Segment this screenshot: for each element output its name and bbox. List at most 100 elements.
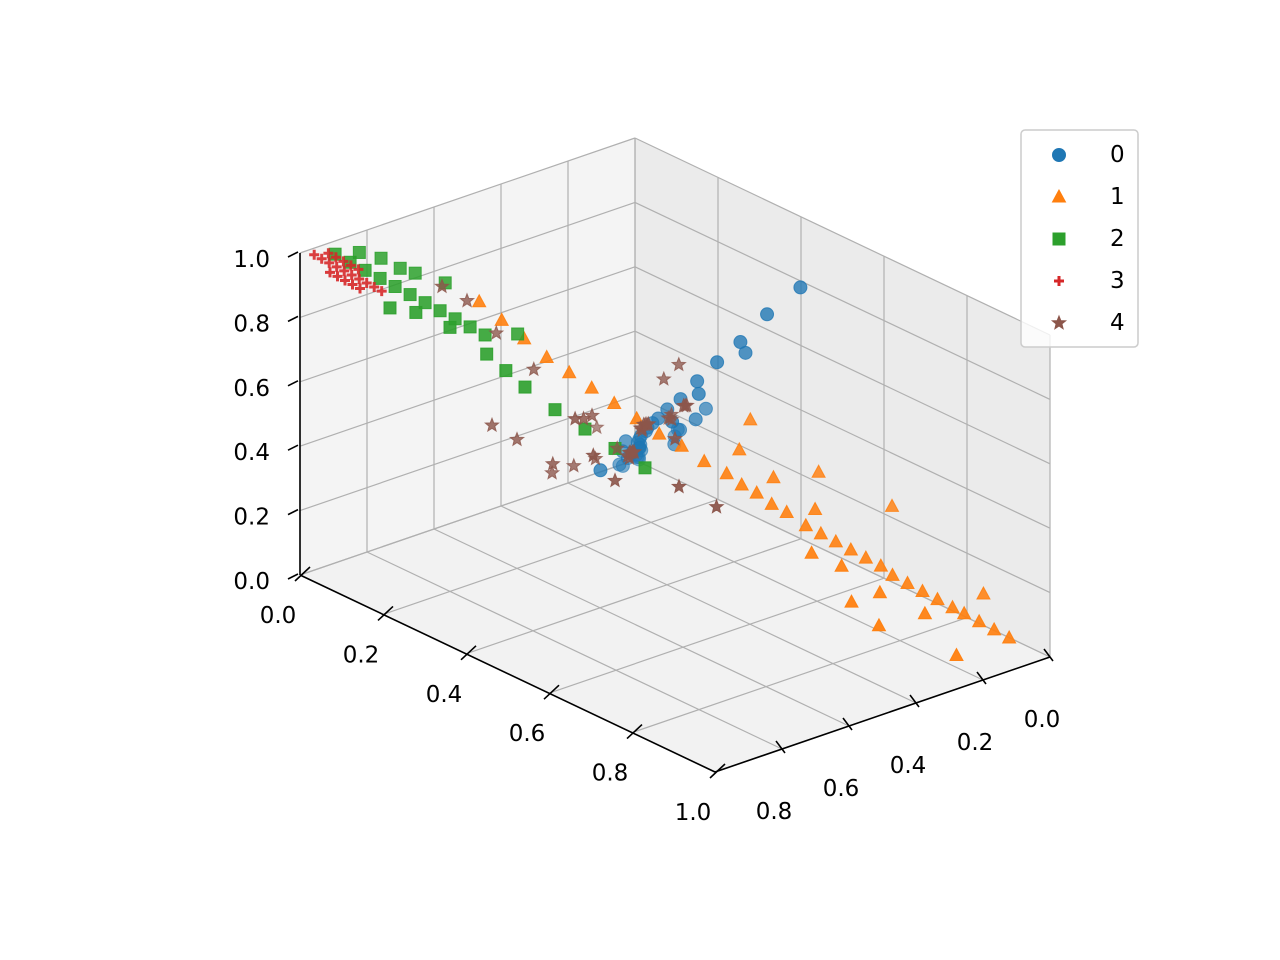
series-1-point (494, 312, 510, 326)
series-0-point (593, 463, 608, 478)
series-2-point (548, 403, 562, 417)
series-1-point (606, 395, 622, 409)
x-tick-label: 0.4 (426, 682, 463, 708)
series-3-point (325, 267, 335, 278)
series-2-point (408, 266, 422, 280)
series-3-point (369, 282, 380, 293)
legend-marker-4 (1050, 314, 1068, 330)
series-1-point (873, 558, 889, 572)
series-3-point (361, 278, 372, 289)
series-1-point (884, 498, 900, 512)
series-4-point (670, 356, 687, 372)
series-3-point (345, 260, 356, 271)
series-2-point (418, 296, 432, 310)
series-0-point (710, 355, 725, 370)
series-4-point (459, 292, 476, 308)
series-1 (471, 293, 1017, 661)
series-1-point (828, 533, 844, 548)
legend-label-4: 4 (1110, 310, 1125, 336)
series-3-point (353, 264, 364, 275)
x-tick-label: 0.8 (592, 761, 629, 787)
y-tick-label: 0.0 (1024, 707, 1061, 733)
series-4-point (565, 457, 582, 473)
series-3-point (340, 275, 350, 286)
series-1-point (971, 613, 987, 628)
series-1-point (764, 496, 780, 510)
x-tick (294, 566, 311, 582)
series-1-point (930, 591, 945, 606)
legend-label-3: 3 (1110, 268, 1125, 294)
tick-labels: 0.0 0.2 0.4 0.6 0.8 0.0 0.2 0.4 0.6 0.8 1.0 0.0 0.2 0… (233, 247, 1060, 826)
series-1-point (834, 558, 849, 572)
series-1-point (915, 583, 930, 598)
y-axis-line (299, 574, 716, 773)
series-4-point (626, 443, 643, 459)
grid-right-z (634, 395, 1051, 594)
x-tick (709, 763, 726, 779)
grid-left-z (299, 137, 636, 254)
series-1-point (844, 594, 859, 608)
series-4-point (525, 360, 542, 377)
z-tick-label: 0.2 (233, 505, 270, 531)
series-3 (309, 248, 387, 297)
series-4-point (583, 407, 601, 423)
y-tick-label: 0.4 (890, 753, 927, 779)
legend-label-0: 0 (1110, 142, 1125, 168)
series-1-point (766, 469, 781, 484)
y-tick (775, 740, 786, 754)
series-1-point (872, 584, 888, 599)
series-4-point (606, 472, 624, 488)
grid-floor-x (631, 617, 968, 734)
z-tick (287, 380, 299, 387)
series-1-point (561, 364, 577, 379)
grid-floor-y (567, 482, 984, 681)
grid-right-z (634, 201, 1051, 400)
series-0-point (618, 434, 633, 449)
series-2-point (374, 251, 388, 265)
z-tick-label: 0.8 (233, 311, 270, 337)
series-3-point (376, 286, 387, 297)
series-3-point (338, 256, 349, 267)
z-tick-label: 0.6 (233, 376, 270, 402)
series-2-point (478, 328, 492, 342)
z-tick (287, 251, 299, 258)
series-1-point (900, 575, 915, 589)
x-tick-label: 0.0 (260, 603, 297, 629)
grid-floor-y (433, 528, 850, 727)
legend-marker-1 (1051, 188, 1067, 203)
grid-floor-y (366, 551, 783, 750)
series-4-point (585, 447, 602, 463)
series-4-point (488, 324, 505, 340)
series-0-point (690, 374, 705, 389)
legend-label-1: 1 (1110, 184, 1125, 210)
series-2-point (499, 364, 513, 378)
legend-frame (1020, 129, 1139, 348)
series-1-point (813, 525, 829, 540)
series-3-point (339, 265, 350, 276)
x-tick-label: 1.0 (675, 800, 712, 826)
floor-pane (300, 460, 1050, 772)
grid-left-z (299, 459, 636, 576)
series-3-point (355, 283, 365, 294)
series-1-point (696, 453, 712, 468)
y-tick-label: 0.8 (756, 799, 793, 825)
series-4-point (670, 478, 688, 494)
grid-left-z (299, 395, 636, 512)
x-tick (377, 605, 394, 621)
series-1-point (986, 621, 1002, 636)
series-2-point (383, 301, 397, 315)
legend: 0 1 2 3 4 (1020, 129, 1139, 348)
x-tick-label: 0.2 (343, 642, 380, 668)
series-2-point (443, 320, 457, 334)
series-1-point (976, 585, 991, 600)
series-3-point (316, 253, 327, 264)
grid-floor-y (500, 505, 917, 704)
grid-right-z (634, 137, 1051, 336)
series-0-point (738, 345, 753, 360)
series-1-point (949, 647, 964, 661)
series-2-point (511, 327, 525, 341)
y-tick-label: 0.2 (957, 730, 994, 756)
series-2-point (518, 380, 532, 394)
series-1-point (871, 617, 887, 632)
series-1-point (539, 349, 555, 363)
